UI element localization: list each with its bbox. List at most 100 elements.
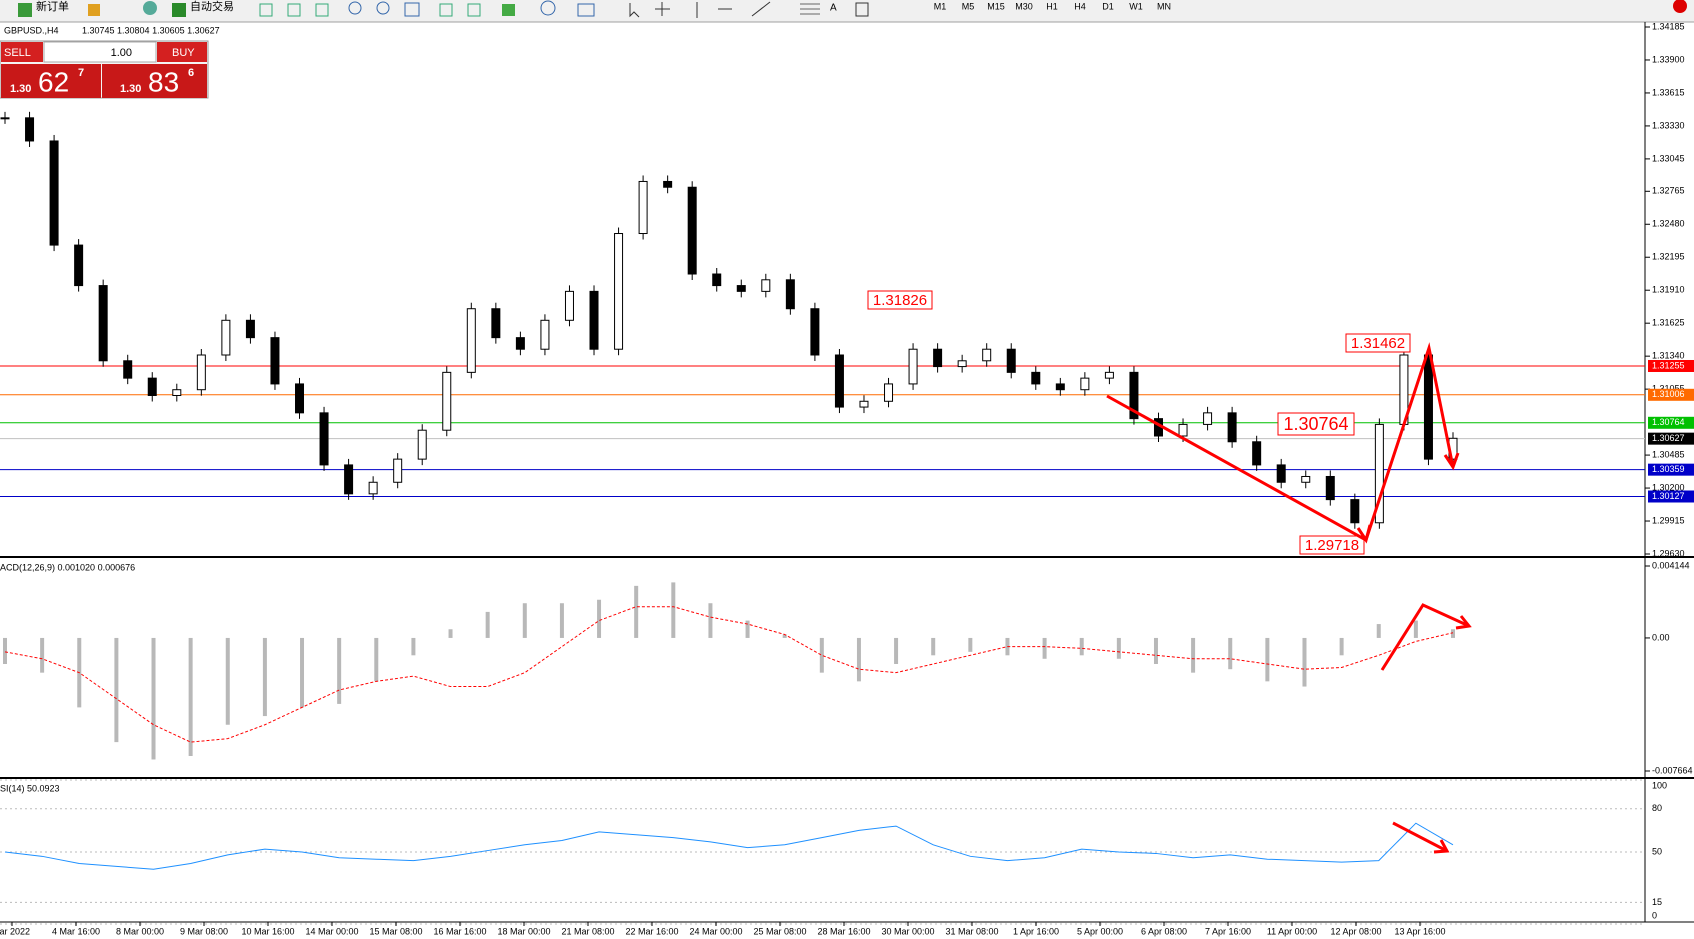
cursor[interactable] bbox=[629, 3, 640, 18]
tool[interactable] bbox=[287, 3, 301, 17]
sell-price-box[interactable] bbox=[1, 64, 101, 98]
buy-big[interactable]: 83 bbox=[148, 66, 179, 97]
time-label: 16 Mar 16:00 bbox=[433, 926, 486, 936]
fibo[interactable] bbox=[800, 3, 820, 15]
sell-prefix[interactable]: 1.30 bbox=[10, 83, 31, 95]
annotation-box bbox=[1277, 412, 1355, 436]
timeframe[interactable]: H1 bbox=[1046, 1, 1058, 11]
time-label: 6 Apr 08:00 bbox=[1141, 926, 1187, 936]
timeframe[interactable]: M15 bbox=[987, 1, 1005, 11]
buy-label[interactable]: BUY bbox=[172, 47, 195, 59]
zoom-out[interactable] bbox=[376, 1, 390, 15]
zoom-in[interactable] bbox=[348, 1, 362, 15]
new-order-icon[interactable] bbox=[18, 3, 32, 17]
sell-sup[interactable]: 7 bbox=[78, 67, 84, 79]
macd-bar bbox=[931, 637, 936, 656]
marks: 1.34185 1.33900 1.33615 1.33330 1.33045 1.327… bbox=[0, 21, 1694, 936]
timeframe[interactable]: MN bbox=[1157, 1, 1171, 11]
timeframe[interactable]: W1 bbox=[1129, 1, 1143, 11]
macd-bar bbox=[1116, 637, 1121, 659]
macd-bar bbox=[188, 637, 193, 756]
candle bbox=[25, 117, 35, 142]
text-tool[interactable]: A bbox=[830, 3, 837, 14]
alert-icon[interactable] bbox=[1673, 0, 1687, 13]
macd-bar bbox=[856, 637, 861, 682]
tool[interactable] bbox=[259, 3, 273, 17]
timeframe[interactable]: D1 bbox=[1102, 1, 1114, 11]
time-label: 30 Mar 00:00 bbox=[881, 926, 934, 936]
candle bbox=[712, 273, 722, 287]
candle bbox=[491, 308, 501, 339]
candle bbox=[736, 285, 746, 292]
y-tick-label: 1.30200 bbox=[1652, 482, 1685, 492]
macd-bar bbox=[448, 629, 453, 638]
candle bbox=[908, 348, 918, 385]
indicators[interactable] bbox=[502, 4, 515, 16]
candle bbox=[368, 481, 378, 495]
candle bbox=[1227, 412, 1237, 443]
sell-big[interactable]: 62 bbox=[38, 66, 69, 97]
buy-button[interactable] bbox=[157, 42, 207, 62]
icon[interactable] bbox=[143, 1, 157, 15]
trendline[interactable] bbox=[751, 1, 771, 17]
time-label: 7 Apr 16:00 bbox=[1205, 926, 1251, 936]
rsi-label: SI(14) 50.0923 bbox=[0, 783, 60, 793]
auto-trading-icon[interactable] bbox=[172, 3, 186, 17]
macd-bar bbox=[40, 637, 45, 673]
time-label: 24 Mar 00:00 bbox=[689, 926, 742, 936]
candle bbox=[49, 140, 59, 246]
tool[interactable] bbox=[315, 3, 329, 17]
macd-bar bbox=[1228, 637, 1233, 670]
level-tag bbox=[1648, 388, 1694, 401]
label-tool[interactable] bbox=[855, 2, 869, 17]
y-tick-label: 1.31055 bbox=[1652, 384, 1685, 394]
buy-price-box[interactable] bbox=[102, 64, 207, 98]
periods[interactable] bbox=[540, 0, 556, 16]
tool[interactable] bbox=[439, 3, 453, 17]
buy-prefix[interactable]: 1.30 bbox=[120, 83, 141, 95]
annotation: 1.31462 bbox=[1351, 335, 1405, 352]
timeframe[interactable]: M30 bbox=[1015, 1, 1033, 11]
macd-bar bbox=[485, 611, 490, 638]
tool[interactable] bbox=[467, 3, 481, 17]
level-tag bbox=[1648, 463, 1694, 476]
candle bbox=[687, 186, 697, 275]
macd-bar bbox=[968, 637, 973, 652]
macd-bar bbox=[745, 620, 750, 638]
candle bbox=[515, 337, 525, 350]
time-label: 8 Mar 00:00 bbox=[116, 926, 164, 936]
sell-button[interactable] bbox=[1, 42, 43, 62]
timeframe[interactable]: H4 bbox=[1074, 1, 1086, 11]
time-label: 13 Apr 16:00 bbox=[1394, 926, 1445, 936]
tool[interactable] bbox=[404, 2, 420, 17]
macd-bar bbox=[3, 637, 7, 664]
candle bbox=[1423, 354, 1433, 460]
y-tick-label: 1.33900 bbox=[1652, 54, 1685, 64]
annotation-box bbox=[867, 290, 933, 310]
candle bbox=[785, 279, 795, 310]
y-tick-label: 100 bbox=[1652, 780, 1667, 790]
candle bbox=[123, 360, 133, 379]
level-label: 1.31006 bbox=[1652, 389, 1685, 399]
timeframe[interactable]: M1 bbox=[934, 1, 947, 11]
new-order[interactable]: 新订单 bbox=[36, 0, 69, 13]
lot[interactable]: 1.00 bbox=[111, 47, 132, 59]
buy-sup[interactable]: 6 bbox=[188, 67, 194, 79]
icon[interactable] bbox=[88, 4, 100, 16]
crosshair[interactable] bbox=[655, 2, 670, 16]
macd-label: ACD(12,26,9) 0.001020 0.000676 bbox=[0, 562, 135, 572]
lot-input[interactable] bbox=[43, 41, 157, 63]
candle bbox=[982, 348, 992, 362]
y-tick-label: 1.33330 bbox=[1652, 120, 1685, 130]
time-label: 9 Mar 08:00 bbox=[180, 926, 228, 936]
candle bbox=[344, 464, 354, 495]
templates[interactable] bbox=[577, 3, 595, 17]
candle bbox=[1350, 499, 1360, 524]
candle bbox=[0, 117, 10, 120]
timeframe[interactable]: M5 bbox=[962, 1, 975, 11]
sell-label[interactable]: SELL bbox=[4, 47, 31, 59]
candle bbox=[196, 354, 206, 391]
auto-trading[interactable]: 自动交易 bbox=[190, 0, 234, 13]
toolbar bbox=[0, 0, 1694, 22]
time-label: 4 Mar 16:00 bbox=[52, 926, 100, 936]
